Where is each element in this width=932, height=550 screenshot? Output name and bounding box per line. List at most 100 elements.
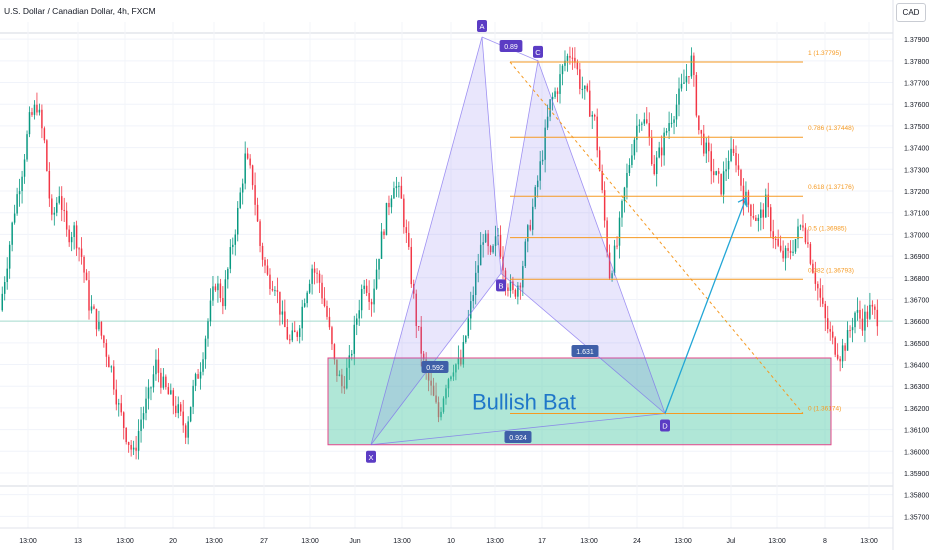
candle-body xyxy=(705,142,708,154)
candle-body xyxy=(851,327,854,331)
candle-body xyxy=(375,269,378,289)
candle-body xyxy=(239,192,241,208)
candle-body xyxy=(797,226,799,240)
candle-body xyxy=(524,241,527,267)
candle-body xyxy=(784,248,787,259)
candle-body xyxy=(735,153,737,166)
candle-body xyxy=(70,237,73,243)
candle-body xyxy=(232,244,234,248)
candle-body xyxy=(182,411,184,426)
candle-body xyxy=(360,289,363,311)
candle-body xyxy=(294,330,296,333)
y-tick-label: 1.37800 xyxy=(904,59,929,66)
x-tick-label: 13:00 xyxy=(393,538,411,545)
candle-body xyxy=(757,217,760,222)
candle-body xyxy=(586,85,589,91)
fib-level-label: 0.5 (1.36985) xyxy=(808,226,847,233)
candle-body xyxy=(113,366,115,390)
candle-body xyxy=(827,318,829,329)
candle-body xyxy=(814,272,817,284)
candle-body xyxy=(336,359,338,376)
y-axis: 1.37900 1.37800 1.37700 1.37600 1.37500 1.374… xyxy=(892,0,929,550)
candle-body xyxy=(36,104,38,113)
candle-body xyxy=(670,122,673,124)
candle-body xyxy=(28,112,31,135)
candle-body xyxy=(522,266,524,288)
candle-body xyxy=(80,248,83,257)
candle-body xyxy=(819,288,822,298)
candle-body xyxy=(455,364,457,373)
candle-body xyxy=(450,376,452,380)
fib-level-label: 0.618 (1.37176) xyxy=(808,184,854,191)
candle-body xyxy=(58,196,60,203)
candle-body xyxy=(393,188,395,199)
candle-body xyxy=(755,217,757,222)
candle-body xyxy=(799,225,802,227)
candle-body xyxy=(184,425,187,438)
candle-body xyxy=(792,251,794,253)
candle-body xyxy=(157,359,160,373)
candle-body xyxy=(529,225,532,230)
projection-arrow-line xyxy=(664,197,747,414)
candle-body xyxy=(422,353,425,360)
candle-body xyxy=(591,114,593,117)
chart-title: U.S. Dollar / Canadian Dollar, 4h, FXCM xyxy=(4,6,156,16)
candle-body xyxy=(65,210,68,230)
y-tick-label: 1.37400 xyxy=(904,146,929,153)
candle-body xyxy=(685,76,688,83)
point-label-bg xyxy=(660,419,670,432)
candle-body xyxy=(227,268,229,280)
x-tick-label: 13 xyxy=(74,538,82,545)
candle-body xyxy=(556,91,559,94)
ratio-label-bg xyxy=(421,361,449,373)
candle-body xyxy=(844,345,846,351)
candle-body xyxy=(593,114,596,117)
ratio-label: 0.89 xyxy=(504,44,518,51)
candle-body xyxy=(286,326,289,340)
candle-body xyxy=(598,150,601,171)
candle-body xyxy=(383,231,385,236)
candle-body xyxy=(849,330,851,332)
ratio-label: 0.924 xyxy=(509,435,527,442)
candle-body xyxy=(479,244,482,266)
candle-body xyxy=(38,109,41,113)
candle-body xyxy=(3,282,6,294)
candle-body xyxy=(115,389,118,405)
candle-body xyxy=(859,309,861,319)
candle-body xyxy=(834,337,836,355)
candle-body xyxy=(51,198,53,215)
candle-body xyxy=(663,132,665,156)
candle-body xyxy=(8,244,11,269)
candle-body xyxy=(507,287,509,291)
candle-body xyxy=(616,245,618,247)
candle-body xyxy=(301,306,303,329)
y-tick-label: 1.37500 xyxy=(904,124,929,131)
candle-body xyxy=(160,372,162,388)
fib-level-label: 0 (1.36174) xyxy=(808,406,841,413)
candle-body xyxy=(655,157,658,175)
candle-body xyxy=(643,119,646,124)
candle-body xyxy=(683,82,685,84)
candle-body xyxy=(462,342,465,365)
candle-body xyxy=(613,245,616,274)
candle-body xyxy=(378,258,380,270)
y-tick-label: 1.36000 xyxy=(904,449,929,456)
candle-body xyxy=(281,311,284,315)
candle-body xyxy=(695,74,698,116)
candle-body xyxy=(579,69,581,89)
candle-body xyxy=(489,246,492,253)
candle-body xyxy=(105,343,108,357)
candle-body xyxy=(608,252,611,279)
candle-body xyxy=(408,232,410,247)
candle-body xyxy=(417,326,420,328)
candle-body xyxy=(167,387,170,395)
candle-body xyxy=(445,388,447,399)
candle-body xyxy=(197,374,199,379)
candle-body xyxy=(370,301,373,305)
candle-body xyxy=(234,234,237,245)
fib-level-label: 0.382 (1.36793) xyxy=(808,267,854,274)
currency-badge[interactable]: CAD xyxy=(896,3,926,22)
candle-body xyxy=(415,293,417,327)
point-label: A xyxy=(479,22,484,31)
